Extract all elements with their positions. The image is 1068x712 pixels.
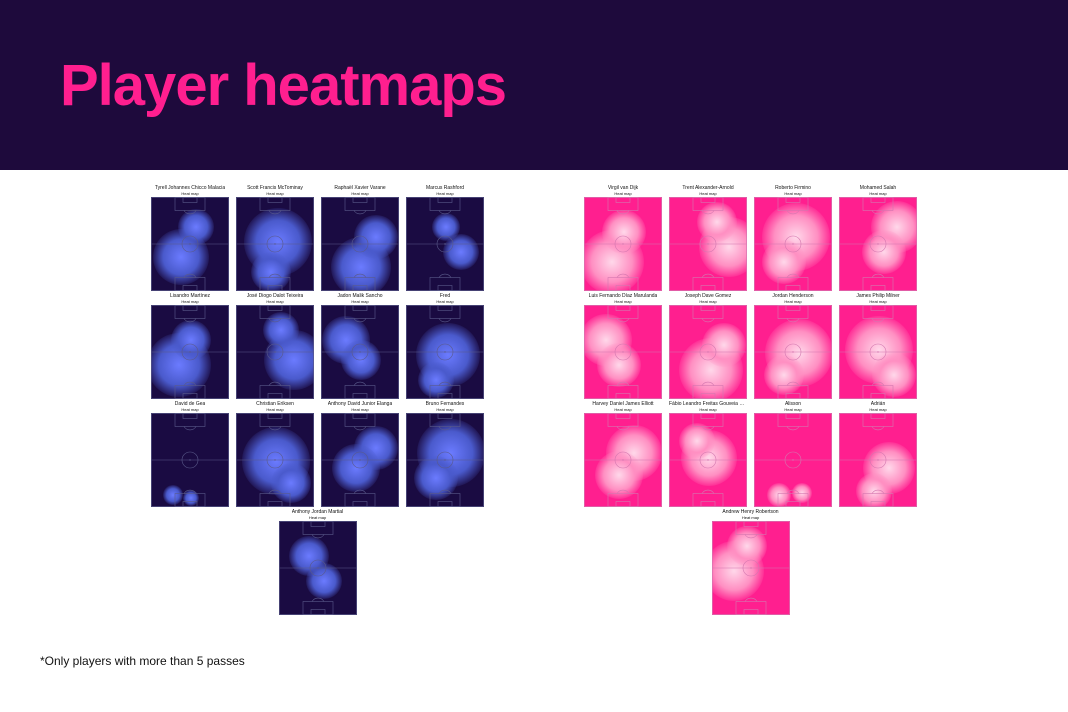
heatmap-cell: Trent Alexander-ArnoldHeat map [669,185,747,291]
heatmap-sublabel: Heat map [699,191,716,196]
heatmap-sublabel: Heat map [436,299,453,304]
heatmap-cell: James Philip MilnerHeat map [839,293,917,399]
pitch [584,197,662,291]
pitch [151,413,229,507]
heatmap-row: Virgil van DijkHeat map Trent Alexander-… [584,185,917,291]
heatmap-panels: Tyrell Johannes Chicco MalaciaHeat map S… [0,185,1068,615]
heatmap-cell: Andrew Henry RobertsonHeat map [712,509,790,615]
heatmap-cell: AdriánHeat map [839,401,917,507]
pitch [321,413,399,507]
heatmap-sublabel: Heat map [309,515,326,520]
heatmap-sublabel: Heat map [436,407,453,412]
heatmap-sublabel: Heat map [351,191,368,196]
heatmap-cell: Fábio Leandro Freitas Gouveia CarvalhoHe… [669,401,747,507]
heatmap-cell: Luis Fernando Díaz MarulandaHeat map [584,293,662,399]
pitch [669,305,747,399]
heatmap-sublabel: Heat map [351,407,368,412]
heatmap-cell: Christian EriksenHeat map [236,401,314,507]
heatmap-cell: Jordan HendersonHeat map [754,293,832,399]
heatmap-sublabel: Heat map [869,407,886,412]
heatmap-cell: José Diogo Dalot TeixeiraHeat map [236,293,314,399]
heatmap-row: Lisandro MartínezHeat map José Diogo Dal… [151,293,484,399]
heatmap-cell: Bruno FernandesHeat map [406,401,484,507]
pitch [406,305,484,399]
heatmap-cell: Raphaël Xavier VaraneHeat map [321,185,399,291]
heatmap-sublabel: Heat map [181,299,198,304]
heatmap-row: Anthony Jordan MartialHeat map [279,509,357,615]
footnote: *Only players with more than 5 passes [40,654,245,668]
pitch [669,413,747,507]
heatmap-cell: Lisandro MartínezHeat map [151,293,229,399]
pitch [839,413,917,507]
heatmap-sublabel: Heat map [266,407,283,412]
pitch [712,521,790,615]
heatmap-sublabel: Heat map [614,407,631,412]
page-title: Player heatmaps [60,52,506,119]
pitch [669,197,747,291]
heatmap-sublabel: Heat map [784,191,801,196]
team-grid: Virgil van DijkHeat map Trent Alexander-… [584,185,917,615]
heatmap-row: Tyrell Johannes Chicco MalaciaHeat map S… [151,185,484,291]
team-grid: Tyrell Johannes Chicco MalaciaHeat map S… [151,185,484,615]
pitch [236,305,314,399]
pitch [584,413,662,507]
heatmap-sublabel: Heat map [181,407,198,412]
heatmap-row: David de GeaHeat map Christian EriksenHe… [151,401,484,507]
pitch [321,305,399,399]
pitch [279,521,357,615]
heatmap-sublabel: Heat map [869,191,886,196]
heatmap-cell: Jadon Malik SanchoHeat map [321,293,399,399]
heatmap-sublabel: Heat map [614,191,631,196]
heatmap-cell: Joseph Dave GomezHeat map [669,293,747,399]
pitch [754,197,832,291]
heatmap-row: Andrew Henry RobertsonHeat map [712,509,790,615]
heatmap-sublabel: Heat map [869,299,886,304]
pitch [754,413,832,507]
heatmap-cell: Anthony David Junior ElangaHeat map [321,401,399,507]
heatmap-cell: Virgil van DijkHeat map [584,185,662,291]
pitch [584,305,662,399]
heatmap-cell: AlissonHeat map [754,401,832,507]
pitch [839,305,917,399]
pitch [406,197,484,291]
pitch [236,197,314,291]
pitch [151,197,229,291]
pitch [406,413,484,507]
heatmap-cell: Scott Francis McTominayHeat map [236,185,314,291]
pitch [151,305,229,399]
heatmap-sublabel: Heat map [266,191,283,196]
heatmap-cell: Anthony Jordan MartialHeat map [279,509,357,615]
heatmap-row: Luis Fernando Díaz MarulandaHeat map Jos… [584,293,917,399]
header: Player heatmaps [0,0,1068,170]
heatmap-sublabel: Heat map [181,191,198,196]
heatmap-cell: Tyrell Johannes Chicco MalaciaHeat map [151,185,229,291]
heatmap-sublabel: Heat map [784,407,801,412]
pitch [236,413,314,507]
pitch [839,197,917,291]
heatmap-sublabel: Heat map [266,299,283,304]
heatmap-cell: FredHeat map [406,293,484,399]
heatmap-cell: Marcus RashfordHeat map [406,185,484,291]
heatmap-sublabel: Heat map [614,299,631,304]
heatmap-cell: Roberto FirminoHeat map [754,185,832,291]
heatmap-row: Harvey Daniel James ElliottHeat map Fábi… [584,401,917,507]
heatmap-cell: Mohamed SalahHeat map [839,185,917,291]
heatmap-sublabel: Heat map [784,299,801,304]
heatmap-sublabel: Heat map [351,299,368,304]
heatmap-sublabel: Heat map [742,515,759,520]
heatmap-cell: Harvey Daniel James ElliottHeat map [584,401,662,507]
heatmap-cell: David de GeaHeat map [151,401,229,507]
heatmap-sublabel: Heat map [699,299,716,304]
pitch [321,197,399,291]
heatmap-sublabel: Heat map [699,407,716,412]
pitch [754,305,832,399]
heatmap-sublabel: Heat map [436,191,453,196]
